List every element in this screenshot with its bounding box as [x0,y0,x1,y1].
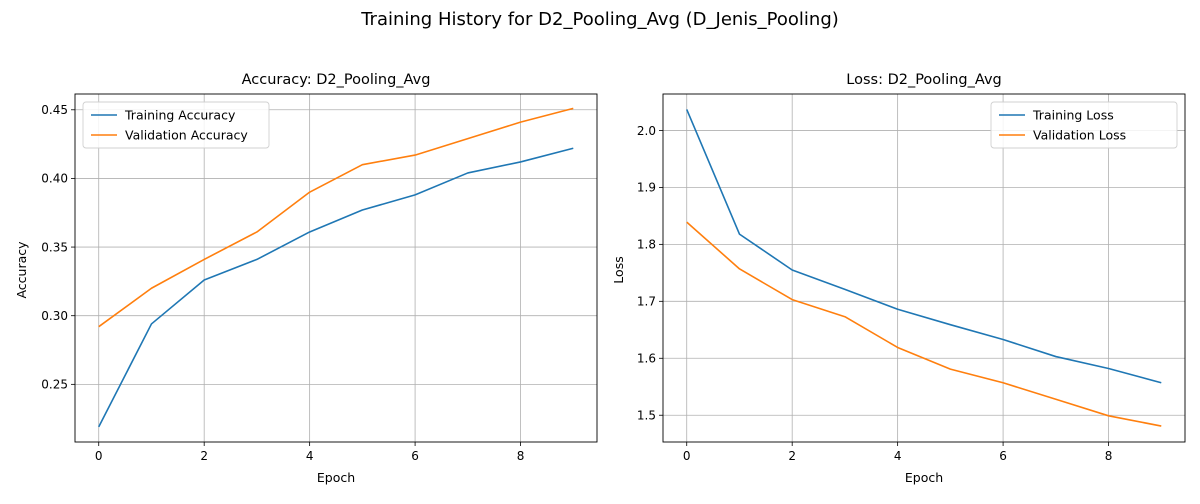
x-tick-label: 4 [306,449,314,463]
y-tick-label: 1.6 [637,352,656,366]
loss-chart-title: Loss: D2_Pooling_Avg [846,72,1001,88]
legend-box [82,101,270,149]
loss-panel: Loss: D2_Pooling_Avg Epoch Loss 0 2 4 6 8 1.5… [611,72,1186,485]
legend-label: Training Accuracy [124,107,236,122]
accuracy-x-axis-label: Epoch [317,470,355,485]
loss-plot-frame [662,93,1186,443]
y-tick-label: 1.8 [637,238,656,252]
legend-label: Training Loss [1032,107,1114,122]
loss-x-axis-label: Epoch [905,470,943,485]
accuracy-panel: Accuracy: D2_Pooling_Avg Epoch Accuracy … [14,72,598,485]
x-tick-label: 2 [788,449,796,463]
legend-box [990,101,1178,149]
x-tick-label: 8 [517,449,525,463]
legend-label: Validation Loss [1033,127,1126,142]
accuracy-y-axis-label: Accuracy [14,241,29,299]
accuracy-chart-title: Accuracy: D2_Pooling_Avg [242,72,431,88]
accuracy-series-training-line [98,147,574,428]
x-tick-label: 2 [200,449,208,463]
y-tick-label: 1.5 [637,409,656,423]
figure-suptitle: Training History for D2_Pooling_Avg (D_J… [360,9,839,30]
accuracy-series-validation-line [98,107,574,328]
y-tick-label: 1.7 [637,295,656,309]
loss-series-training-line [685,109,1162,384]
y-tick-label: 0.30 [41,309,68,323]
x-tick-label: 0 [683,449,691,463]
legend-label: Validation Accuracy [125,127,248,142]
y-tick-label: 0.40 [41,172,68,186]
y-tick-label: 2.0 [637,124,656,138]
loss-legend: Training Loss Validation Loss [990,101,1178,149]
x-tick-label: 6 [411,449,419,463]
accuracy-legend: Training Accuracy Validation Accuracy [82,101,270,149]
y-tick-label: 0.25 [41,378,68,392]
x-tick-label: 8 [1105,449,1113,463]
accuracy-plot-frame [74,93,598,443]
x-tick-label: 4 [894,449,902,463]
x-tick-label: 0 [95,449,103,463]
x-tick-label: 6 [999,449,1007,463]
loss-y-axis-label: Loss [611,256,626,283]
y-tick-label: 1.9 [637,181,656,195]
loss-series-validation-line [686,221,1162,427]
y-tick-label: 0.45 [41,103,68,117]
y-tick-label: 0.35 [41,240,68,254]
loss-grid [663,94,1185,442]
